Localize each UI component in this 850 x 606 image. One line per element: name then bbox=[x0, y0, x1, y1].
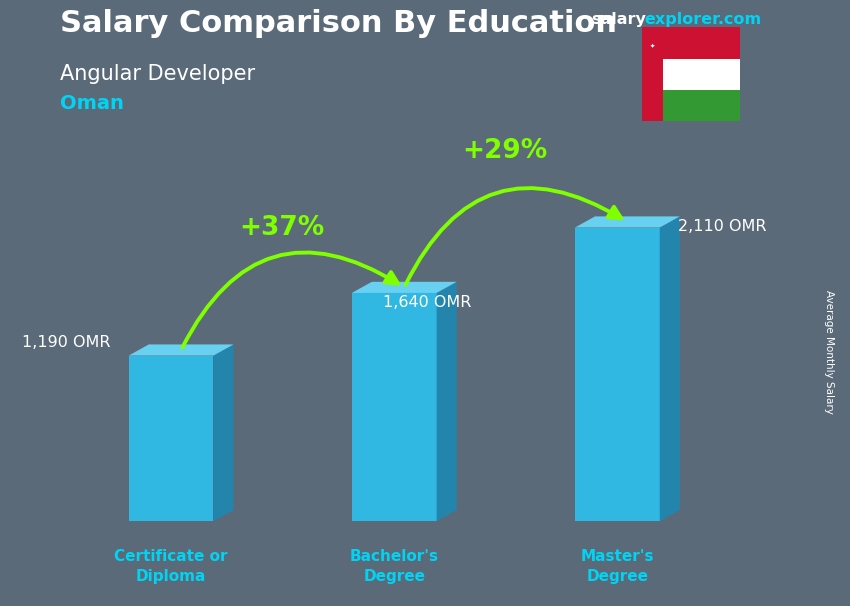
Polygon shape bbox=[663, 27, 740, 59]
Text: +37%: +37% bbox=[239, 215, 324, 241]
Polygon shape bbox=[663, 59, 740, 90]
Text: Master's
Degree: Master's Degree bbox=[581, 549, 654, 584]
Polygon shape bbox=[352, 282, 456, 293]
Text: salary: salary bbox=[591, 12, 646, 27]
Polygon shape bbox=[642, 27, 663, 121]
Polygon shape bbox=[663, 90, 740, 121]
Text: Salary Comparison By Education: Salary Comparison By Education bbox=[60, 9, 616, 38]
Polygon shape bbox=[575, 216, 680, 227]
Polygon shape bbox=[437, 282, 456, 521]
Text: Bachelor's
Degree: Bachelor's Degree bbox=[349, 549, 439, 584]
Text: Oman: Oman bbox=[60, 94, 123, 113]
Polygon shape bbox=[575, 227, 660, 521]
Text: 1,190 OMR: 1,190 OMR bbox=[22, 335, 110, 350]
Text: +29%: +29% bbox=[462, 138, 547, 164]
Text: Angular Developer: Angular Developer bbox=[60, 64, 255, 84]
FancyArrowPatch shape bbox=[405, 188, 621, 285]
Polygon shape bbox=[128, 356, 213, 521]
Polygon shape bbox=[660, 216, 680, 521]
Text: ✦: ✦ bbox=[649, 44, 654, 48]
Text: Average Monthly Salary: Average Monthly Salary bbox=[824, 290, 834, 413]
FancyArrowPatch shape bbox=[183, 253, 398, 347]
Text: 2,110 OMR: 2,110 OMR bbox=[678, 219, 767, 235]
Polygon shape bbox=[128, 344, 234, 356]
Polygon shape bbox=[213, 344, 234, 521]
Polygon shape bbox=[352, 293, 437, 521]
Text: Certificate or
Diploma: Certificate or Diploma bbox=[114, 549, 228, 584]
Text: 1,640 OMR: 1,640 OMR bbox=[383, 295, 472, 310]
Text: explorer.com: explorer.com bbox=[644, 12, 762, 27]
